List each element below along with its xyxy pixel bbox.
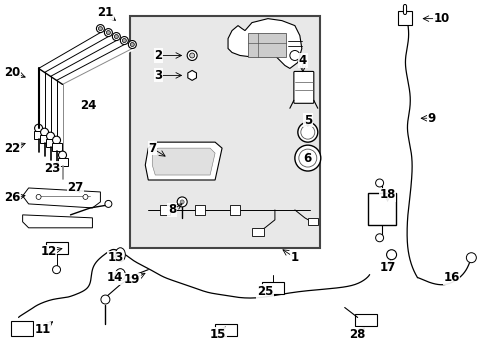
Bar [229, 205, 240, 215]
Bar [130, 15, 319, 248]
Text: 26: 26 [4, 192, 21, 204]
Circle shape [466, 253, 475, 263]
Circle shape [386, 250, 396, 260]
Text: 22: 22 [4, 141, 21, 155]
Text: 6: 6 [303, 152, 311, 165]
Text: 18: 18 [379, 188, 395, 202]
Circle shape [35, 124, 42, 132]
Ellipse shape [115, 248, 125, 262]
Bar [215, 324, 237, 336]
Circle shape [189, 53, 194, 58]
Circle shape [187, 50, 197, 60]
Bar [34, 131, 43, 139]
Text: 24: 24 [80, 99, 97, 112]
Bar [262, 282, 284, 293]
Circle shape [46, 132, 55, 140]
Text: 20: 20 [4, 66, 21, 79]
Circle shape [297, 122, 317, 142]
Polygon shape [227, 19, 301, 68]
Polygon shape [145, 142, 222, 180]
Circle shape [177, 197, 187, 207]
Bar [45, 242, 67, 254]
Circle shape [289, 50, 299, 60]
Bar [367, 193, 395, 225]
Circle shape [375, 179, 383, 187]
Circle shape [52, 136, 61, 144]
Text: 25: 25 [256, 285, 273, 298]
Text: 28: 28 [349, 328, 365, 341]
Circle shape [298, 149, 316, 167]
Bar [307, 218, 317, 225]
Circle shape [96, 24, 104, 32]
Circle shape [104, 28, 112, 37]
Bar [11, 321, 33, 336]
FancyBboxPatch shape [293, 71, 313, 103]
Text: 9: 9 [427, 112, 435, 125]
Bar [58, 158, 67, 166]
Polygon shape [152, 148, 215, 175]
Text: 8: 8 [168, 203, 176, 216]
Text: 13: 13 [107, 251, 123, 264]
Circle shape [294, 145, 320, 171]
Text: 12: 12 [41, 245, 57, 258]
Text: 21: 21 [97, 6, 113, 19]
Circle shape [105, 201, 112, 207]
Circle shape [180, 200, 184, 204]
Text: 10: 10 [432, 12, 448, 25]
Circle shape [59, 151, 66, 159]
Bar [354, 315, 376, 327]
Bar [251, 228, 264, 236]
Bar [397, 11, 411, 24]
Circle shape [120, 37, 128, 45]
Text: 11: 11 [34, 323, 51, 336]
Text: 14: 14 [107, 271, 123, 284]
Text: 4: 4 [298, 54, 306, 67]
Circle shape [122, 39, 126, 42]
Circle shape [83, 194, 88, 199]
Text: 7: 7 [148, 141, 156, 155]
Circle shape [375, 234, 383, 242]
Bar [51, 143, 61, 151]
Text: 23: 23 [44, 162, 61, 175]
Circle shape [128, 41, 136, 49]
Circle shape [98, 27, 102, 31]
Text: 16: 16 [442, 271, 459, 284]
Circle shape [112, 32, 120, 41]
Text: 15: 15 [209, 328, 226, 341]
Text: 27: 27 [67, 181, 83, 194]
Polygon shape [22, 188, 100, 208]
Text: 2: 2 [154, 49, 162, 62]
Text: 3: 3 [154, 69, 162, 82]
Circle shape [300, 125, 314, 139]
Bar [160, 205, 170, 215]
Circle shape [101, 295, 110, 304]
Ellipse shape [115, 269, 125, 280]
Text: 19: 19 [124, 273, 140, 286]
Circle shape [52, 266, 61, 274]
Circle shape [41, 128, 48, 136]
Circle shape [130, 42, 134, 46]
Text: 5: 5 [303, 114, 311, 127]
Bar [195, 205, 204, 215]
Bar [45, 139, 56, 147]
Polygon shape [22, 215, 92, 228]
Text: 1: 1 [290, 251, 298, 264]
Bar [247, 32, 285, 58]
Text: 17: 17 [379, 261, 395, 274]
Circle shape [36, 194, 41, 199]
Circle shape [106, 31, 110, 35]
Circle shape [114, 35, 118, 39]
Bar [40, 135, 49, 143]
